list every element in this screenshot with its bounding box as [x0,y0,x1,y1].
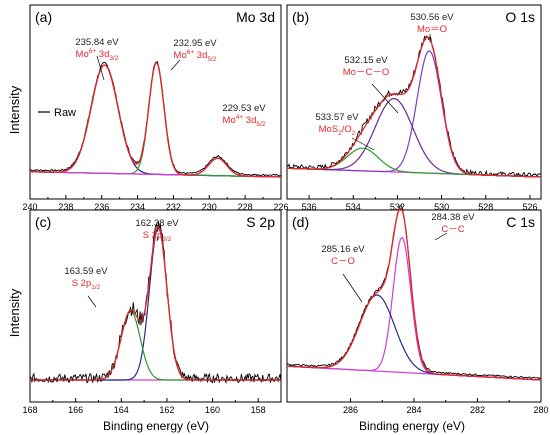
peak-value-label: 285.16 eV [321,244,365,255]
x-tick-label: 286 [343,405,358,415]
x-tick-label: 284 [406,405,421,415]
panel-title: Mo 3d [236,9,275,25]
peak-value-label: 232.95 eV [173,38,217,49]
x-tick-label: 526 [522,202,537,212]
peak-value-label: 229.53 eV [222,103,266,114]
x-tick-label: 280 [533,405,548,415]
peak-assignment-label: C－C [441,224,464,235]
peak-value-label: 533.57 eV [315,112,359,123]
peak-value-label: 235.84 eV [75,37,119,48]
x-tick-label: 238 [58,202,73,212]
annotation-leader [96,55,105,81]
fit-envelope-curve [30,226,281,381]
panel-title: O 1s [505,9,535,25]
panel-letter: (b) [292,9,309,25]
panel-4: 286 284 282 280 (d) C 1s 284.38 eVC－C 285.16 eV… [286,205,549,415]
x-tick-label: 240 [22,202,37,212]
component-peak-1 [30,227,281,381]
panel-3: 168 166 164 162 160 158 (c) S 2p 162.38 eVS 2p3/… [22,209,282,415]
x-tick-label: 158 [251,405,266,415]
peak-assignment-label: S 2p3/2 [143,230,172,243]
peak-value-label: 162.38 eV [135,218,179,229]
panel-letter: (a) [35,9,52,25]
peak-value-label: 530.56 eV [410,12,454,23]
peak-assignment-label: Mo＝O [417,24,447,35]
raw-data-curve [29,60,282,177]
x-tick-label: 234 [130,202,145,212]
peak-value-label: 532.15 eV [344,55,388,66]
panel-title: C 1s [506,214,535,230]
peak-assignment-label: Mo－C－O [343,67,389,78]
panel-frame [286,4,542,200]
fit-envelope-curve [287,36,541,178]
annotation-leader [87,295,97,308]
fit-envelope-curve [287,207,542,381]
annotation-leader [170,59,181,71]
x-tick-label: 162 [159,405,174,415]
y-axis-label-bottom: Intensity [7,288,22,337]
x-tick-label: 226 [273,202,288,212]
peak-assignment-label: MoS2/O2 [319,124,356,137]
x-tick-label: 168 [22,405,37,415]
raw-data-curve [286,35,542,178]
panel-frame [29,209,282,403]
x-tick-label: 530 [434,202,449,212]
y-axis-label-top: Intensity [7,85,22,134]
x-axis-label-right: Binding energy (eV) [359,419,465,433]
peak-assignment-label: Mo4+ 3d5/2 [223,114,266,128]
x-tick-label: 534 [346,202,361,212]
x-tick-label: 528 [478,202,493,212]
raw-data-curve [286,205,542,380]
x-tick-label: 532 [390,202,405,212]
peak-assignment-label: C－O [331,256,355,267]
x-tick-label: 232 [166,202,181,212]
x-tick-label: 236 [94,202,109,212]
fit-envelope-curve [30,61,281,178]
x-axis-label-left: Binding energy (eV) [103,419,209,433]
annotation-leader [371,83,399,114]
raw-data-curve [29,221,282,384]
x-tick-label: 282 [470,405,485,415]
legend-label: Raw [54,107,76,119]
x-tick-label: 166 [68,405,83,415]
peak-value-label: 284.38 eV [431,212,475,223]
annotation-leader [351,137,375,151]
peak-assignment-label: Mo6+ 3d5/2 [174,49,217,63]
x-tick-label: 228 [238,202,253,212]
annotation-leader [156,235,159,242]
peak-value-label: 163.59 eV [64,266,108,277]
peak-assignment-label: S 2p1/2 [72,278,101,291]
panel-1: 240 238 236 234 232 230 228 226 (a) Mo 3d Raw 235.8… [22,4,289,212]
annotation-leader [434,232,448,241]
panel-letter: (d) [292,214,309,230]
annotation-leader [342,273,363,303]
component-peak-2 [30,310,281,381]
panel-title: S 2p [246,214,275,230]
x-tick-label: 160 [205,405,220,415]
x-tick-label: 230 [202,202,217,212]
peak-assignment-label: Mo6+ 3d3/2 [76,48,119,62]
panel-letter: (c) [35,214,51,230]
x-tick-label: 536 [302,202,317,212]
x-tick-label: 164 [114,405,129,415]
